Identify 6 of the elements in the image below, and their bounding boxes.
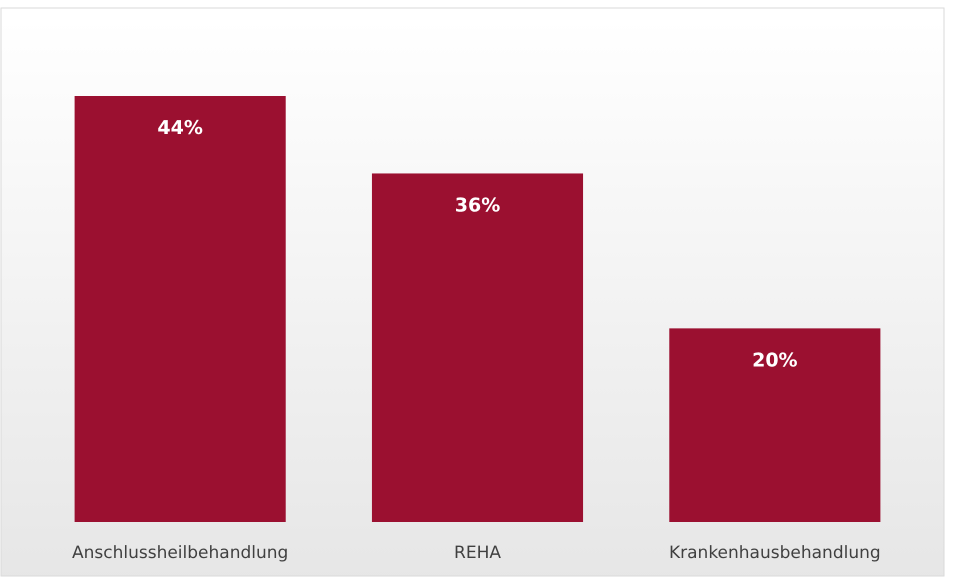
data-label: 44% bbox=[157, 117, 203, 139]
data-label: 36% bbox=[454, 194, 500, 216]
data-label: 20% bbox=[752, 349, 798, 372]
x-tick-label: REHA bbox=[454, 543, 502, 563]
x-tick-label: Krankenhausbehandlung bbox=[668, 543, 881, 563]
x-tick-label: Anschlussheilbehandlung bbox=[72, 543, 288, 563]
